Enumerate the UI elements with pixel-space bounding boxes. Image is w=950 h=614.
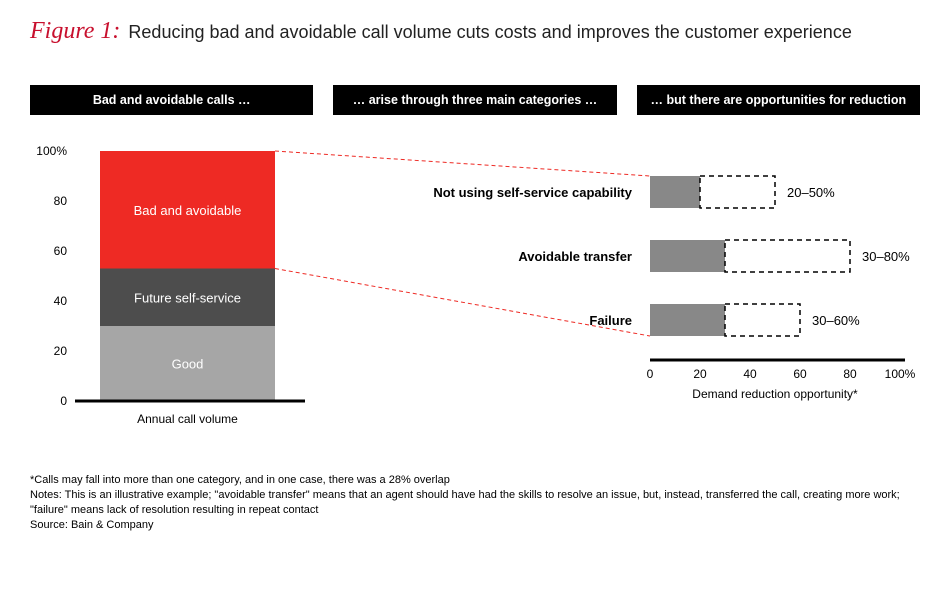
footnote-1: *Calls may fall into more than one categ… — [30, 473, 920, 488]
connector-line-top — [275, 151, 650, 176]
range-bar-text: 30–60% — [812, 313, 860, 328]
header-bar-3: … but there are opportunities for reduct… — [637, 85, 920, 115]
figure-heading: Figure 1: Reducing bad and avoidable cal… — [30, 18, 920, 45]
stacked-x-label: Annual call volume — [137, 412, 238, 426]
range-x-label: Demand reduction opportunity* — [692, 387, 858, 401]
stacked-segment-label: Good — [172, 357, 204, 372]
y-tick-label: 100% — [36, 144, 67, 158]
range-bar-text: 20–50% — [787, 185, 835, 200]
range-category-label: Not using self-service capability — [433, 185, 632, 200]
range-x-tick: 0 — [647, 367, 654, 381]
range-x-tick: 80 — [843, 367, 857, 381]
range-x-tick: 20 — [693, 367, 707, 381]
stacked-segment-label: Bad and avoidable — [134, 203, 242, 218]
header-bar-1: Bad and avoidable calls … — [30, 85, 313, 115]
y-tick-label: 40 — [54, 294, 68, 308]
range-x-tick: 60 — [793, 367, 807, 381]
range-bar-solid — [650, 176, 700, 208]
y-tick-label: 60 — [54, 244, 68, 258]
range-bar-solid — [650, 304, 725, 336]
footnote-3: Source: Bain & Company — [30, 518, 920, 533]
chart-svg: 0 20 40 60 80 100% Good Future self-service Bad … — [30, 141, 920, 461]
chart-area: 0 20 40 60 80 100% Good Future self-service Bad … — [30, 141, 920, 461]
header-bar-row: Bad and avoidable calls … … arise throug… — [30, 85, 920, 115]
range-x-tick: 40 — [743, 367, 757, 381]
y-tick-label: 20 — [54, 344, 68, 358]
figure-title: Reducing bad and avoidable call volume c… — [128, 22, 851, 43]
header-bar-2: … arise through three main categories … — [333, 85, 616, 115]
y-tick-label: 0 — [60, 394, 67, 408]
footnote-2: Notes: This is an illustrative example; … — [30, 488, 920, 518]
range-bar-text: 30–80% — [862, 249, 910, 264]
range-x-tick: 100% — [885, 367, 916, 381]
footnotes: *Calls may fall into more than one categ… — [30, 473, 920, 532]
figure-label: Figure 1: — [30, 18, 120, 45]
range-category-label: Avoidable transfer — [518, 249, 632, 264]
stacked-segment-label: Future self-service — [134, 290, 241, 305]
range-bar-dashed — [725, 304, 800, 336]
connector-line-bottom — [275, 269, 650, 337]
range-bar-dashed — [725, 240, 850, 272]
range-bar-dashed — [700, 176, 775, 208]
range-bar-solid — [650, 240, 725, 272]
y-tick-label: 80 — [54, 194, 68, 208]
